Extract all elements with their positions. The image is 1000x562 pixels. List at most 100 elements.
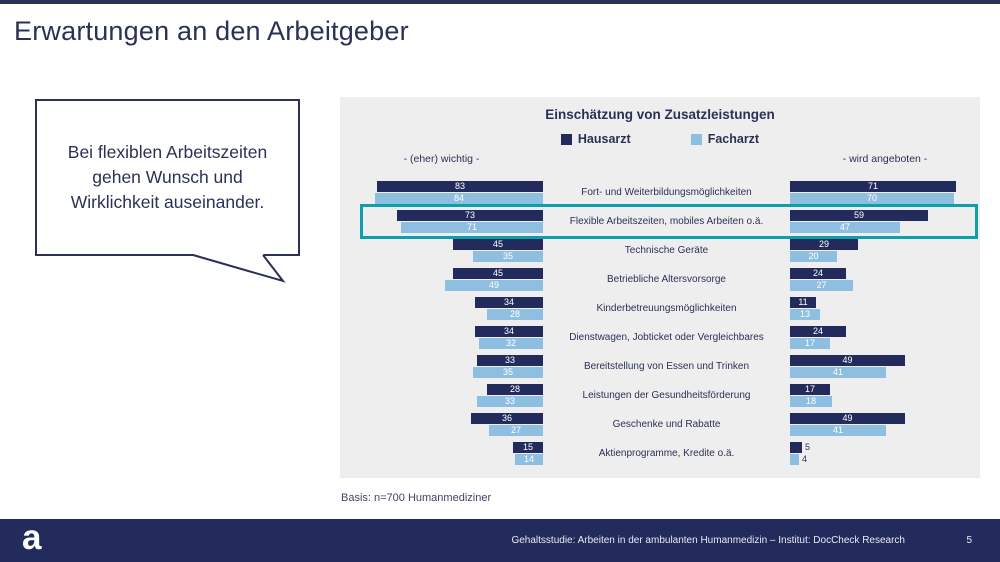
bar-value-label: 33 bbox=[504, 355, 515, 365]
legend-item-facharzt: Facharzt bbox=[690, 132, 760, 146]
chart-bar: 59 bbox=[790, 210, 928, 221]
chart-title: Einschätzung von Zusatzleistungen bbox=[545, 107, 775, 122]
bar-value-label: 29 bbox=[818, 239, 829, 249]
bar-value-label: 41 bbox=[832, 367, 843, 377]
chart-row: 45 49 Betriebliche Altersvorsorge 24 27 bbox=[340, 268, 980, 297]
chart-bar: 14 bbox=[515, 454, 543, 465]
chart-row: 28 33 Leistungen der Gesundheitsförderung 1… bbox=[340, 384, 980, 413]
chart-bar: 11 bbox=[790, 297, 816, 308]
bar-value-label: 45 bbox=[492, 268, 503, 278]
hausarzt-swatch-icon bbox=[560, 133, 572, 145]
chart-bar: 28 bbox=[487, 384, 543, 395]
bar-value-label: 15 bbox=[522, 442, 533, 452]
category-label: Dienstwagen, Jobticket oder Vergleichbar… bbox=[569, 332, 764, 343]
angeboten-bars: 71 70 bbox=[790, 181, 980, 210]
angeboten-bars: 24 17 bbox=[790, 326, 980, 355]
chart-row: 33 35 Bereitstellung von Essen und Trinken… bbox=[340, 355, 980, 384]
bar-value-label: 28 bbox=[509, 309, 520, 319]
chart-bar: 84 bbox=[375, 193, 543, 204]
callout-speech-bubble: Bei flexiblen Arbeitszeiten gehen Wunsch… bbox=[35, 99, 300, 256]
chart-bar: 45 bbox=[453, 239, 543, 250]
wichtig-bars: 33 35 bbox=[340, 355, 543, 384]
chart-bar: 83 bbox=[377, 181, 543, 192]
category-label: Aktienprogramme, Kredite o.ä. bbox=[598, 448, 735, 459]
chart-bar: 71 bbox=[790, 181, 956, 192]
right-axis-header: - wird angeboten - bbox=[842, 153, 928, 165]
chart-bar: 15 bbox=[513, 442, 543, 453]
category-label: Technische Geräte bbox=[624, 245, 709, 256]
chart-bar: 45 bbox=[453, 268, 543, 279]
chart-bar: 49 bbox=[790, 355, 905, 366]
bar-value-label: 73 bbox=[464, 210, 475, 220]
chart-row: 45 35 Technische Geräte 29 20 bbox=[340, 239, 980, 268]
top-border-line bbox=[0, 0, 1000, 4]
bar-value-label: 49 bbox=[842, 355, 853, 365]
wichtig-bars: 28 33 bbox=[340, 384, 543, 413]
chart-bar: 34 bbox=[475, 297, 543, 308]
footer-page-number: 5 bbox=[966, 535, 972, 546]
chart-bar: 5 bbox=[790, 442, 810, 453]
legend-label-facharzt: Facharzt bbox=[707, 132, 760, 146]
bar-value-label: 70 bbox=[866, 193, 877, 203]
bar-value-label: 41 bbox=[832, 425, 843, 435]
category-label: Geschenke und Rabatte bbox=[612, 419, 721, 430]
bar-value-label: 32 bbox=[505, 338, 516, 348]
category-label: Betriebliche Altersvorsorge bbox=[607, 274, 726, 285]
angeboten-bars: 49 41 bbox=[790, 413, 980, 442]
chart-bar: 35 bbox=[473, 251, 543, 262]
chart-bar: 41 bbox=[790, 367, 886, 378]
chart-bar: 13 bbox=[790, 309, 820, 320]
bar-value-label: 35 bbox=[502, 367, 513, 377]
bar-value-label: 35 bbox=[502, 251, 513, 261]
footer-study-title: Gehaltsstudie: Arbeiten in der ambulante… bbox=[511, 535, 905, 546]
bar-value-label: 24 bbox=[812, 268, 823, 278]
chart-row: 36 27 Geschenke und Rabatte 49 41 bbox=[340, 413, 980, 442]
bar-value-label: 34 bbox=[503, 297, 514, 307]
bar-value-label: 83 bbox=[454, 181, 465, 191]
chart-bar: 29 bbox=[790, 239, 858, 250]
chart-bar: 17 bbox=[790, 384, 830, 395]
category-label: Kinderbetreuungsmöglichkeiten bbox=[596, 303, 737, 314]
bar-value-label: 14 bbox=[523, 454, 534, 464]
chart-bar: 73 bbox=[397, 210, 543, 221]
chart-bar: 35 bbox=[473, 367, 543, 378]
bar-value-label: 17 bbox=[804, 384, 815, 394]
chart-bar: 27 bbox=[790, 280, 853, 291]
angeboten-bars: 24 27 bbox=[790, 268, 980, 297]
bar-value-label: 27 bbox=[510, 425, 521, 435]
bar-value-label: 59 bbox=[853, 210, 864, 220]
speech-bubble-tail bbox=[192, 254, 286, 283]
bar-value-label: 11 bbox=[798, 297, 808, 307]
chart-bar: 20 bbox=[790, 251, 837, 262]
bar-value-label: 28 bbox=[509, 384, 520, 394]
angeboten-bars: 17 18 bbox=[790, 384, 980, 413]
bar-value-label: 4 bbox=[802, 454, 808, 464]
chart-bar: 17 bbox=[790, 338, 830, 349]
wichtig-bars: 15 14 bbox=[340, 442, 543, 471]
chart-row: 83 84 Fort- und Weiterbildungsmöglichkeite… bbox=[340, 181, 980, 210]
bar-value-label: 84 bbox=[453, 193, 464, 203]
chart-bar: 27 bbox=[489, 425, 543, 436]
bar-value-label: 71 bbox=[867, 181, 878, 191]
bar-value-label: 33 bbox=[504, 396, 515, 406]
footer-logo: a bbox=[22, 518, 42, 557]
category-label: Flexible Arbeitszeiten, mobiles Arbeiten… bbox=[569, 216, 764, 227]
angeboten-bars: 49 41 bbox=[790, 355, 980, 384]
category-label: Fort- und Weiterbildungsmöglichkeiten bbox=[581, 187, 752, 198]
bar-value-label: 45 bbox=[492, 239, 503, 249]
wichtig-bars: 45 49 bbox=[340, 268, 543, 297]
chart-row: 34 28 Kinderbetreuungsmöglichkeiten 11 13 bbox=[340, 297, 980, 326]
bar-value-label: 27 bbox=[816, 280, 827, 290]
chart-bar: 32 bbox=[479, 338, 543, 349]
chart-bar: 24 bbox=[790, 268, 846, 279]
bar-value-label: 49 bbox=[842, 413, 853, 423]
page-title: Erwartungen an den Arbeitgeber bbox=[14, 16, 409, 46]
chart-row: 73 71 Flexible Arbeitszeiten, mobiles Arbe… bbox=[340, 210, 980, 239]
category-label: Leistungen der Gesundheitsförderung bbox=[582, 390, 751, 401]
bar-value-label: 5 bbox=[805, 442, 811, 452]
wichtig-bars: 34 28 bbox=[340, 297, 543, 326]
bar-value-label: 47 bbox=[839, 222, 850, 232]
chart-row: 34 32 Dienstwagen, Jobticket oder Vergleic… bbox=[340, 326, 980, 355]
